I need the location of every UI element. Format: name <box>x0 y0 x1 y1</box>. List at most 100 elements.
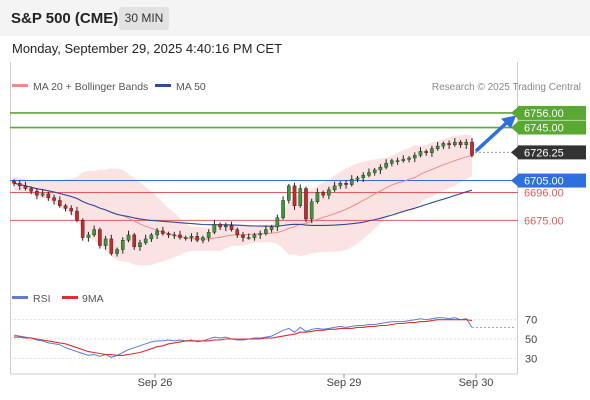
candle <box>241 231 245 242</box>
candle-body-up <box>435 145 440 149</box>
candle-body-up <box>355 177 360 180</box>
candle <box>92 225 96 237</box>
level-label-box <box>518 120 586 135</box>
candle <box>63 203 68 212</box>
candle-body-up <box>115 249 119 254</box>
candle <box>252 232 257 241</box>
candle-body-up <box>212 224 217 233</box>
candle <box>246 233 251 240</box>
chart-header: S&P 500 (CME) 30 MIN <box>0 0 590 36</box>
candle <box>161 226 165 236</box>
candle-body-up <box>378 167 383 171</box>
candle-body-up <box>172 234 177 237</box>
candle <box>195 232 200 243</box>
candle <box>166 231 171 238</box>
candle-body-up <box>120 240 125 250</box>
level-label-pointer <box>511 106 518 119</box>
candle <box>344 180 348 189</box>
candle <box>115 247 119 257</box>
candle <box>309 198 314 224</box>
level-label: 6726.25 <box>511 145 586 160</box>
candle <box>464 139 469 149</box>
ma50-legend-label: MA 50 <box>176 81 206 93</box>
candle-body-up <box>407 157 411 160</box>
candle-body-down <box>23 185 28 189</box>
candle <box>12 179 16 187</box>
level-label-text: 6756.00 <box>524 108 564 120</box>
candle-body-down <box>132 234 137 248</box>
candle-body-up <box>252 234 257 238</box>
candle-body-up <box>349 179 354 185</box>
candle <box>355 175 360 183</box>
candle-body-down <box>178 234 182 238</box>
candle-body-up <box>372 169 377 173</box>
candle <box>138 239 142 251</box>
candle-body-down <box>17 183 22 187</box>
candle-body-down <box>80 220 85 238</box>
candle <box>327 186 331 200</box>
candle-body-up <box>453 141 457 145</box>
candle-body-up <box>395 160 400 162</box>
candle <box>390 158 394 167</box>
candle-body-down <box>63 205 68 209</box>
candle-body-up <box>40 193 45 196</box>
candle <box>332 181 337 192</box>
candle <box>430 145 434 157</box>
candle-body-down <box>12 181 16 184</box>
candle-body-up <box>287 185 291 201</box>
candle <box>269 224 274 233</box>
level-label-box <box>518 105 586 120</box>
candle <box>264 225 268 236</box>
candle <box>69 205 74 216</box>
level-label-pointer <box>511 174 518 187</box>
candle <box>407 156 411 163</box>
candle-body-up <box>390 160 394 164</box>
rsi-ma9-line <box>14 319 473 356</box>
candle <box>86 231 91 242</box>
candle-body-up <box>384 163 388 168</box>
candle-body-down <box>447 143 451 145</box>
attribution: Research © 2025 Trading Central <box>432 82 581 93</box>
candle <box>275 214 280 232</box>
candle-body-up <box>281 200 285 218</box>
candle-body-up <box>418 151 423 156</box>
candle <box>395 157 400 165</box>
candle-body-up <box>264 229 268 234</box>
candle-body-down <box>195 236 200 241</box>
candle <box>315 188 320 204</box>
candle <box>453 137 457 147</box>
candle <box>132 232 137 250</box>
candle-body-down <box>235 229 240 236</box>
candle <box>80 218 85 241</box>
rsi-legend-label: RSI <box>33 293 51 305</box>
ma9-legend-swatch <box>62 296 78 299</box>
candle <box>435 141 440 151</box>
candle-body-up <box>126 234 131 241</box>
candle <box>40 189 45 198</box>
candle-body-up <box>332 185 337 191</box>
candle-body-down <box>75 210 79 221</box>
candle <box>224 222 228 232</box>
candle-body-up <box>143 238 148 244</box>
candle-body-down <box>58 200 62 206</box>
x-axis-tick-label: Sep 26 <box>138 377 173 389</box>
candle <box>304 186 308 223</box>
candle <box>229 221 234 232</box>
level-label: 6745.00 <box>511 120 586 135</box>
ma50-line <box>13 182 473 227</box>
candle <box>338 181 343 189</box>
level-label-pointer <box>511 121 518 134</box>
candle-body-up <box>338 183 343 187</box>
candle <box>149 232 154 242</box>
candle <box>201 235 205 244</box>
candle-body-up <box>430 148 434 153</box>
candle <box>75 206 79 223</box>
trend-arrow-shaft <box>475 119 510 152</box>
interval-button[interactable]: 30 MIN <box>119 7 169 30</box>
candle <box>155 227 159 240</box>
candle <box>52 194 56 205</box>
candle <box>378 164 383 175</box>
candle <box>418 147 423 158</box>
candle <box>281 196 285 220</box>
candle-body-down <box>109 238 114 254</box>
